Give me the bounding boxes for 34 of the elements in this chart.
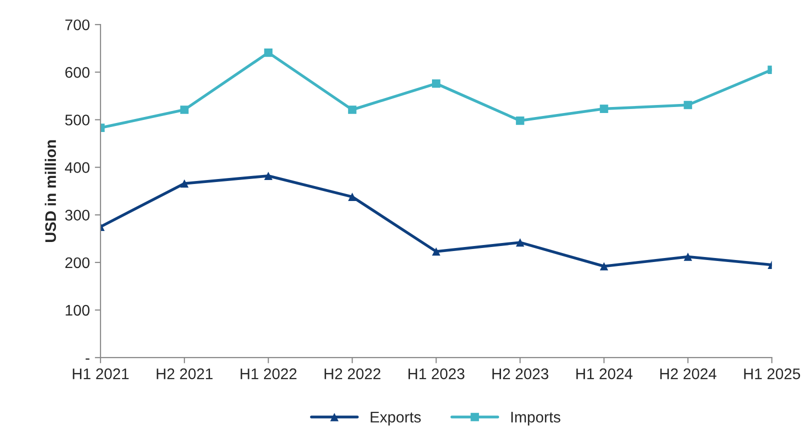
point — [432, 247, 440, 256]
point — [684, 252, 692, 261]
point — [264, 172, 272, 180]
x-tick-label: H1 2025 — [744, 368, 800, 380]
y-tick-label: 200 — [65, 257, 90, 268]
legend-label: Imports — [511, 412, 560, 426]
point — [432, 79, 440, 88]
y-tick-label: 300 — [65, 210, 90, 221]
x-tick-label: H2 2021 — [156, 368, 213, 380]
x-tick-label: H1 2024 — [576, 368, 632, 380]
y-tick-label: 400 — [64, 162, 90, 173]
point — [348, 192, 356, 201]
x-tick-label: H2 2022 — [324, 368, 380, 380]
x-tick-label: H1 2023 — [408, 368, 464, 380]
x-tick-label: H2 2024 — [660, 368, 716, 380]
legend-label: Exports — [370, 412, 421, 426]
x-tick-label: H1 2022 — [240, 368, 296, 380]
y-tick-label: 600 — [65, 67, 90, 78]
point — [516, 238, 524, 247]
point — [600, 262, 608, 270]
point — [516, 116, 524, 125]
point — [180, 179, 189, 188]
x-tick-label: H1 2021 — [72, 368, 129, 380]
point — [264, 48, 272, 57]
y-tick-label: 500 — [65, 114, 90, 126]
y-tick-label: 100 — [66, 304, 90, 316]
y-tick-label: 700 — [65, 19, 90, 30]
point — [348, 106, 356, 114]
x-tick-label: H2 2023 — [492, 368, 548, 380]
y-axis-title: USD in million — [44, 140, 56, 242]
y-tick-label: - — [86, 358, 90, 360]
point — [600, 104, 608, 113]
point — [180, 106, 189, 114]
point — [684, 100, 692, 110]
